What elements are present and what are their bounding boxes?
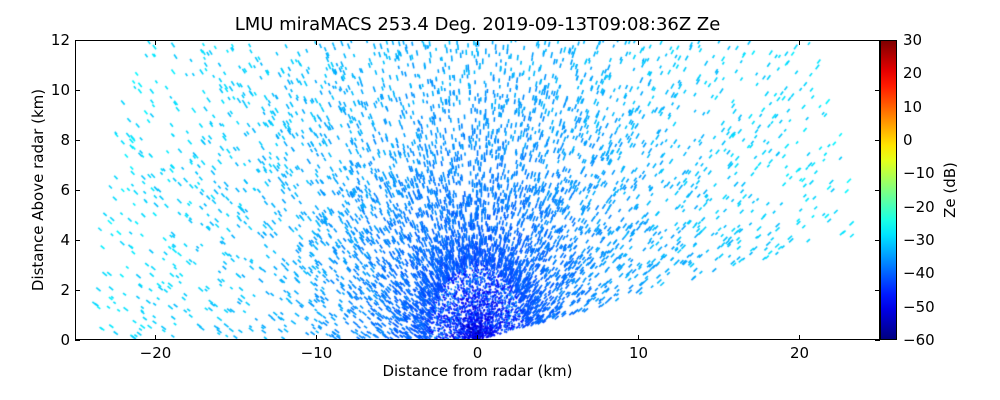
y-tick-mark bbox=[875, 39, 880, 41]
y-tick-mark bbox=[75, 189, 80, 191]
colorbar-tick-label: −20 bbox=[903, 197, 935, 216]
y-tick-mark bbox=[875, 239, 880, 241]
colorbar bbox=[880, 40, 897, 340]
x-tick-mark bbox=[155, 40, 156, 45]
y-tick-mark bbox=[75, 339, 80, 341]
x-tick-mark bbox=[477, 335, 478, 340]
x-tick-mark bbox=[316, 40, 317, 45]
x-tick-mark bbox=[155, 335, 156, 340]
colorbar-tick-label: 10 bbox=[903, 97, 923, 116]
x-tick-mark bbox=[316, 335, 317, 340]
x-tick-mark bbox=[799, 335, 800, 340]
plot-area bbox=[75, 40, 880, 340]
x-tick-mark bbox=[638, 335, 639, 340]
chart-title: LMU miraMACS 253.4 Deg. 2019-09-13T09:08… bbox=[234, 14, 721, 35]
y-tick-mark bbox=[875, 89, 880, 91]
x-tick-mark bbox=[477, 40, 478, 45]
colorbar-tick-label: −30 bbox=[903, 231, 935, 249]
y-tick-label: 8 bbox=[60, 131, 70, 149]
y-tick-label: 2 bbox=[60, 281, 70, 299]
x-tick-mark bbox=[799, 40, 800, 45]
x-tick-label: 10 bbox=[628, 344, 649, 362]
y-tick-mark bbox=[875, 139, 880, 141]
y-tick-mark bbox=[875, 189, 880, 191]
x-tick-mark bbox=[638, 40, 639, 45]
colorbar-tick-label: 20 bbox=[903, 64, 923, 83]
y-tick-mark bbox=[75, 89, 80, 91]
y-tick-mark bbox=[875, 339, 880, 341]
x-tick-label: −20 bbox=[139, 344, 172, 362]
y-tick-mark bbox=[75, 289, 80, 291]
y-tick-mark bbox=[75, 139, 80, 141]
colorbar-tick-label: −10 bbox=[903, 164, 935, 183]
x-axis-label: Distance from radar (km) bbox=[382, 362, 573, 380]
x-tick-label: −10 bbox=[300, 344, 333, 362]
colorbar-tick-label: −40 bbox=[903, 264, 935, 283]
y-tick-mark bbox=[875, 289, 880, 291]
y-tick-label: 4 bbox=[60, 231, 70, 249]
x-tick-label: 20 bbox=[789, 344, 810, 362]
y-tick-mark bbox=[75, 239, 80, 241]
y-tick-mark bbox=[75, 39, 80, 41]
y-tick-label: 10 bbox=[50, 81, 70, 99]
y-tick-label: 0 bbox=[60, 331, 70, 349]
x-tick-label: 0 bbox=[472, 344, 483, 362]
colorbar-tick-label: 30 bbox=[903, 31, 923, 49]
reflectivity-field bbox=[76, 41, 879, 339]
colorbar-tick-label: −60 bbox=[903, 331, 935, 349]
y-axis-label: Distance Above radar (km) bbox=[29, 88, 47, 292]
colorbar-tick-label: −50 bbox=[903, 297, 935, 316]
y-tick-label: 12 bbox=[50, 31, 70, 49]
colorbar-tick-label: 0 bbox=[903, 131, 913, 149]
y-tick-label: 6 bbox=[60, 181, 70, 199]
colorbar-label: Ze (dB) bbox=[941, 162, 959, 218]
